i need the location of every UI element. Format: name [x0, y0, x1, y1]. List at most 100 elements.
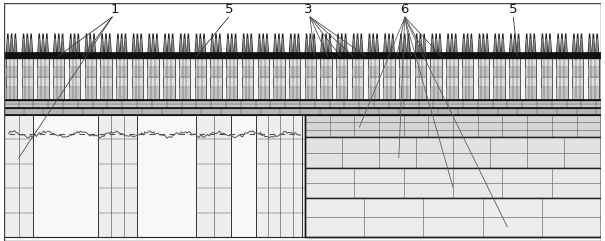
Bar — [462, 68, 473, 78]
Polygon shape — [109, 39, 111, 58]
Polygon shape — [246, 33, 249, 58]
Bar — [525, 58, 536, 100]
Bar — [540, 68, 552, 78]
Polygon shape — [93, 39, 95, 58]
Polygon shape — [104, 33, 108, 58]
Polygon shape — [140, 33, 143, 58]
Bar — [352, 58, 363, 100]
Polygon shape — [281, 33, 284, 58]
Bar — [116, 58, 127, 100]
Polygon shape — [526, 39, 528, 58]
Polygon shape — [391, 33, 394, 58]
Polygon shape — [329, 39, 330, 58]
Polygon shape — [250, 39, 252, 58]
Polygon shape — [39, 39, 40, 58]
Bar — [100, 88, 111, 100]
Polygon shape — [203, 39, 205, 58]
Polygon shape — [11, 39, 12, 58]
Polygon shape — [361, 39, 362, 58]
Bar — [540, 58, 552, 100]
Polygon shape — [518, 39, 519, 58]
Polygon shape — [203, 33, 206, 58]
Polygon shape — [312, 33, 316, 58]
Polygon shape — [10, 33, 13, 58]
Bar — [255, 114, 305, 237]
Bar — [399, 88, 410, 100]
Polygon shape — [387, 33, 391, 58]
Polygon shape — [171, 33, 174, 58]
Bar — [415, 58, 426, 100]
Bar — [100, 68, 111, 78]
Polygon shape — [595, 33, 599, 58]
Polygon shape — [546, 39, 547, 58]
Polygon shape — [151, 33, 155, 58]
Bar — [587, 68, 599, 78]
Polygon shape — [469, 33, 473, 58]
Polygon shape — [41, 33, 45, 58]
Polygon shape — [247, 39, 248, 58]
Polygon shape — [136, 33, 139, 58]
Polygon shape — [572, 33, 575, 58]
Polygon shape — [593, 39, 594, 58]
Polygon shape — [105, 39, 106, 58]
Polygon shape — [525, 33, 528, 58]
Bar — [368, 58, 379, 100]
Bar — [163, 68, 174, 78]
Polygon shape — [25, 33, 29, 58]
Bar — [211, 88, 221, 100]
Polygon shape — [532, 33, 536, 58]
Bar — [116, 68, 127, 78]
Polygon shape — [509, 33, 512, 58]
Polygon shape — [93, 33, 96, 58]
Bar — [305, 198, 601, 237]
Polygon shape — [27, 39, 28, 58]
Polygon shape — [502, 39, 503, 58]
Polygon shape — [137, 39, 138, 58]
Polygon shape — [58, 39, 59, 58]
Polygon shape — [376, 39, 378, 58]
Bar — [148, 58, 159, 100]
Bar — [494, 58, 505, 100]
Polygon shape — [226, 33, 230, 58]
Bar — [69, 88, 80, 100]
Bar — [509, 88, 520, 100]
Bar — [53, 58, 65, 100]
Bar — [116, 88, 127, 100]
Polygon shape — [296, 33, 300, 58]
Polygon shape — [439, 39, 440, 58]
Bar — [494, 88, 505, 100]
Bar — [305, 114, 601, 137]
Bar — [462, 88, 473, 100]
Bar — [572, 68, 583, 78]
Bar — [38, 68, 49, 78]
Polygon shape — [557, 33, 560, 58]
Polygon shape — [404, 39, 405, 58]
Polygon shape — [148, 33, 151, 58]
Polygon shape — [513, 33, 517, 58]
Bar — [163, 58, 174, 100]
Polygon shape — [62, 39, 64, 58]
Bar — [85, 58, 96, 100]
Polygon shape — [70, 39, 71, 58]
Bar — [69, 58, 80, 100]
Polygon shape — [451, 39, 453, 58]
Polygon shape — [352, 33, 356, 58]
Polygon shape — [357, 39, 358, 58]
Polygon shape — [306, 39, 307, 58]
Bar — [305, 58, 316, 100]
Bar — [4, 52, 601, 58]
Bar — [4, 108, 601, 114]
Polygon shape — [589, 39, 590, 58]
Polygon shape — [514, 39, 515, 58]
Polygon shape — [424, 39, 425, 58]
Bar — [321, 68, 332, 78]
Bar — [509, 68, 520, 78]
Bar — [525, 88, 536, 100]
Polygon shape — [77, 39, 79, 58]
Bar — [132, 58, 143, 100]
Polygon shape — [117, 39, 119, 58]
Bar — [368, 68, 379, 78]
Polygon shape — [152, 39, 154, 58]
Polygon shape — [576, 33, 580, 58]
Bar — [289, 68, 300, 78]
